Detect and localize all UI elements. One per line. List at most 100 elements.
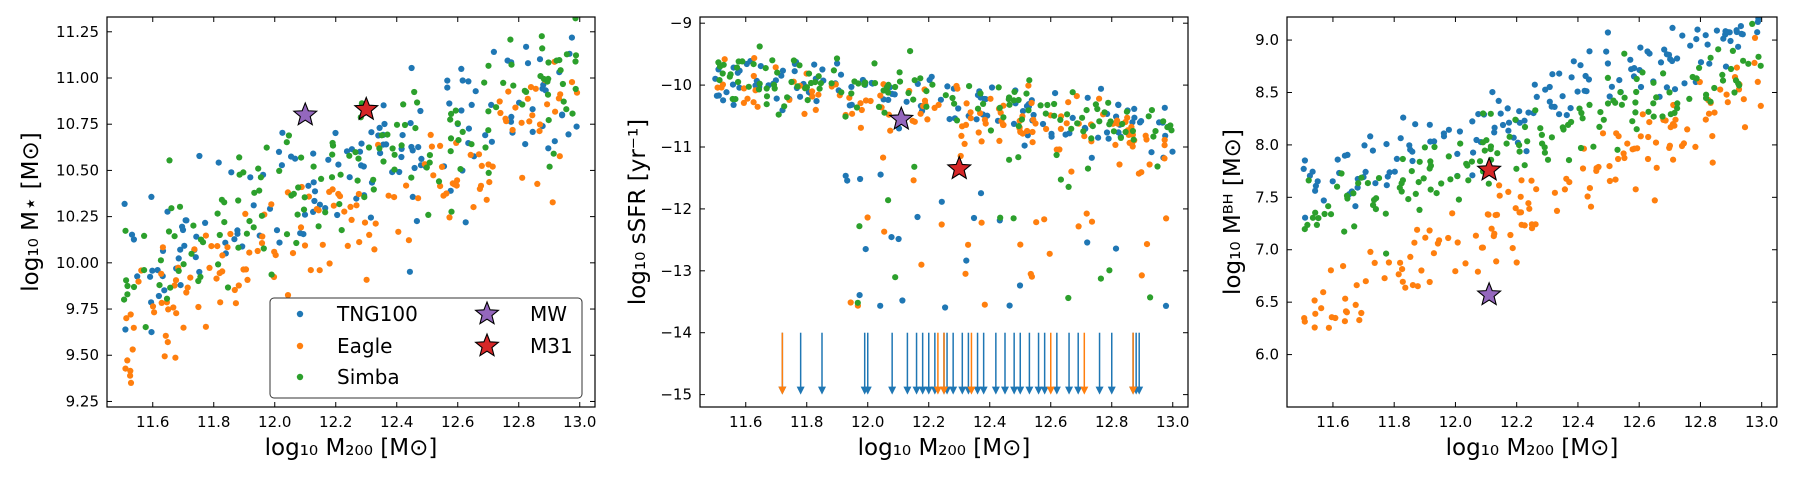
scatter-point-simba bbox=[1408, 168, 1415, 175]
scatter-point-eagle bbox=[524, 95, 531, 102]
scatter-point-eagle bbox=[405, 237, 412, 244]
scatter-point-eagle bbox=[258, 240, 266, 247]
scatter-point-simba bbox=[122, 227, 129, 234]
scatter-point-eagle bbox=[536, 121, 544, 128]
scatter-point-simba bbox=[1485, 180, 1492, 187]
scatter-point-simba bbox=[1653, 94, 1660, 101]
scatter-point-simba bbox=[892, 83, 899, 91]
scatter-point-eagle bbox=[130, 324, 137, 331]
scatter-point-eagle bbox=[1684, 126, 1691, 133]
x-tick-label: 12.0 bbox=[851, 413, 884, 431]
scatter-point-eagle bbox=[1129, 143, 1136, 150]
scatter-point-tng100 bbox=[458, 65, 465, 72]
scatter-point-eagle bbox=[1717, 86, 1724, 93]
scatter-point-eagle bbox=[1138, 169, 1145, 176]
scatter-point-tng100 bbox=[1583, 88, 1590, 95]
scatter-point-eagle bbox=[849, 110, 856, 117]
scatter-point-simba bbox=[329, 151, 336, 158]
scatter-point-tng100 bbox=[1495, 97, 1502, 104]
scatter-point-simba bbox=[361, 194, 368, 201]
scatter-point-simba bbox=[1600, 116, 1607, 123]
y-tick-label: 6.0 bbox=[1255, 346, 1279, 364]
scatter-point-simba bbox=[1051, 100, 1058, 108]
scatter-point-simba bbox=[236, 154, 243, 161]
scatter-point-eagle bbox=[1551, 189, 1558, 196]
scatter-point-simba bbox=[1650, 79, 1657, 86]
scatter-point-simba bbox=[1080, 128, 1087, 135]
scatter-point-tng100 bbox=[1383, 141, 1390, 148]
scatter-point-simba bbox=[412, 125, 419, 132]
scatter-point-tng100 bbox=[1616, 77, 1623, 84]
scatter-point-eagle bbox=[1533, 186, 1540, 193]
scatter-point-tng100 bbox=[895, 235, 902, 243]
scatter-point-simba bbox=[1468, 158, 1475, 165]
x-tick-label: 11.6 bbox=[729, 413, 762, 431]
scatter-point-eagle bbox=[371, 246, 378, 253]
scatter-point-eagle bbox=[1116, 161, 1123, 168]
scatter-point-tng100 bbox=[1681, 80, 1688, 87]
scatter-point-simba bbox=[833, 55, 841, 62]
scatter-point-simba bbox=[457, 166, 464, 173]
scatter-point-tng100 bbox=[1570, 58, 1577, 65]
scatter-point-tng100 bbox=[458, 107, 465, 114]
scatter-point-simba bbox=[987, 127, 995, 134]
scatter-point-eagle bbox=[981, 116, 989, 123]
scatter-point-tng100 bbox=[1563, 112, 1570, 119]
scatter-point-tng100 bbox=[1489, 89, 1496, 96]
scatter-point-eagle bbox=[213, 275, 220, 282]
scatter-point-eagle bbox=[1724, 99, 1731, 106]
scatter-point-eagle bbox=[235, 282, 242, 289]
scatter-point-tng100 bbox=[1694, 26, 1701, 33]
scatter-point-simba bbox=[1614, 146, 1621, 153]
scatter-point-tng100 bbox=[1577, 62, 1584, 69]
scatter-point-tng100 bbox=[1301, 157, 1308, 164]
scatter-point-eagle bbox=[1422, 234, 1429, 241]
scatter-point-eagle bbox=[1385, 259, 1392, 266]
scatter-point-simba bbox=[1168, 127, 1175, 134]
scatter-point-eagle bbox=[911, 118, 918, 125]
scatter-point-eagle bbox=[1367, 248, 1374, 255]
scatter-point-tng100 bbox=[1604, 29, 1611, 36]
scatter-point-simba bbox=[1745, 60, 1752, 67]
scatter-point-simba bbox=[251, 189, 258, 196]
scatter-point-simba bbox=[546, 163, 553, 170]
scatter-point-eagle bbox=[857, 100, 864, 107]
scatter-point-simba bbox=[1415, 179, 1422, 186]
scatter-point-eagle bbox=[1399, 266, 1406, 273]
scatter-point-eagle bbox=[297, 224, 305, 231]
scatter-point-tng100 bbox=[334, 211, 341, 219]
scatter-point-simba bbox=[391, 166, 398, 173]
scatter-point-eagle bbox=[812, 106, 819, 113]
scatter-point-simba bbox=[830, 67, 838, 74]
scatter-point-simba bbox=[1427, 186, 1434, 193]
scatter-point-simba bbox=[156, 282, 163, 289]
scatter-point-simba bbox=[896, 69, 903, 76]
scatter-point-eagle bbox=[924, 116, 931, 123]
scatter-point-tng100 bbox=[418, 155, 425, 162]
scatter-point-eagle bbox=[1452, 268, 1459, 275]
scatter-point-simba bbox=[1312, 209, 1319, 216]
upper-limit-arrow-tng100 bbox=[796, 332, 805, 395]
scatter-point-simba bbox=[141, 232, 148, 239]
scatter-point-simba bbox=[907, 48, 914, 55]
scatter-point-simba bbox=[1565, 121, 1572, 128]
scatter-point-simba bbox=[354, 177, 361, 184]
scatter-point-simba bbox=[384, 131, 391, 138]
legend-marker-tng100 bbox=[296, 310, 304, 318]
scatter-point-simba bbox=[1707, 98, 1714, 105]
scatter-point-tng100 bbox=[1112, 245, 1120, 252]
scatter-point-tng100 bbox=[179, 226, 187, 234]
scatter-point-eagle bbox=[1723, 91, 1730, 98]
scatter-point-tng100 bbox=[1334, 156, 1341, 163]
scatter-point-eagle bbox=[529, 112, 536, 119]
scatter-point-eagle bbox=[316, 267, 323, 274]
scatter-point-eagle bbox=[172, 354, 179, 361]
scatter-point-eagle bbox=[259, 233, 266, 240]
scatter-point-simba bbox=[572, 58, 579, 65]
scatter-point-eagle bbox=[348, 216, 355, 223]
scatter-point-simba bbox=[875, 103, 883, 110]
scatter-point-simba bbox=[283, 139, 290, 146]
scatter-point-simba bbox=[258, 212, 265, 219]
scatter-point-simba bbox=[485, 62, 492, 69]
scatter-point-eagle bbox=[1518, 177, 1525, 184]
